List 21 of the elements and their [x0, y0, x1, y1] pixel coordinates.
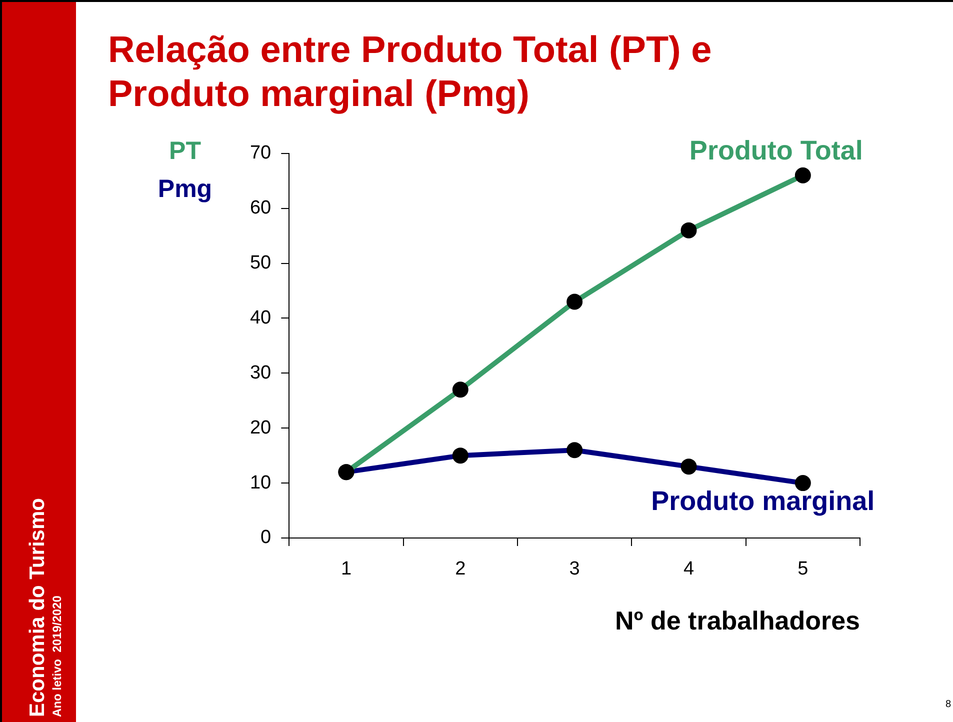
series-label: Produto marginal [651, 486, 875, 516]
y-tick-label: 30 [250, 362, 272, 384]
y-tick-label: 70 [250, 142, 272, 164]
y-tick-label: 20 [250, 417, 272, 438]
y-tick-label: 40 [250, 307, 272, 328]
x-axis-title: Nº de trabalhadores [614, 606, 860, 636]
x-tick-label: 5 [798, 558, 808, 580]
y-axis-title: PT Pmg [156, 136, 214, 205]
y-tick-label: 0 [260, 527, 272, 548]
y-tick-label: 10 [250, 472, 272, 494]
series-label: Produto Total [689, 135, 863, 166]
x-tick-label: 3 [569, 558, 580, 580]
y-tick-label: 60 [250, 198, 272, 219]
y-tick-label: 50 [250, 252, 272, 274]
chart-title: Relação entre Produto Total (PT) e Produto marginal (Pmg) [108, 28, 713, 116]
x-tick-label: 4 [683, 558, 694, 580]
text: Economia do Turismo [26, 498, 50, 717]
x-tick-label: 1 [340, 558, 352, 580]
text: 8 [945, 699, 951, 710]
x-tick-label: 2 [455, 558, 466, 580]
text: Ano letivo 2019/2020 [50, 594, 64, 717]
